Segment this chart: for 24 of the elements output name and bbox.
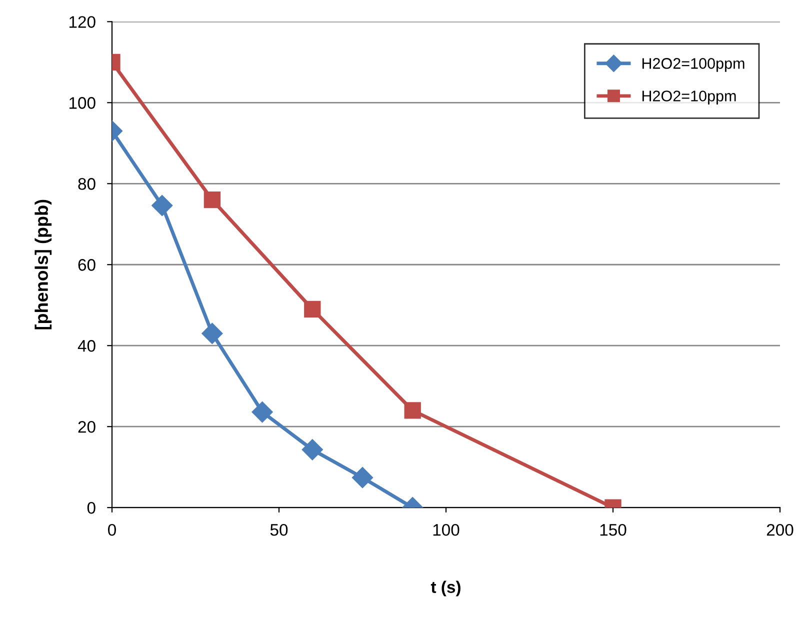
x-tick-label: 150 [600,524,626,536]
point [204,192,221,208]
point [404,402,421,419]
point [202,322,223,344]
legend-label: H2O2=100ppm [642,58,744,72]
y-tick-label: 20 [78,420,96,433]
point [152,194,173,216]
y-tick-label: 0 [87,502,96,514]
point [302,439,323,460]
legend-label: H2O2=10ppm [642,90,736,104]
point [304,300,321,318]
y-tick-label: 100 [69,97,96,109]
x-tick-label: 100 [433,524,460,536]
x-tick-label: 0 [108,524,116,536]
y-tick-label: 120 [69,16,96,28]
y-tick-label: 60 [78,259,96,271]
x-tick-label: 50 [270,524,288,536]
y-tick-label: 40 [78,340,96,352]
point [352,467,374,488]
y-axis-title: [phenols] (ppb) [34,200,52,330]
x-axis-title: t (s) [430,580,460,596]
x-tick-label: 200 [766,524,794,536]
y-tick-label: 80 [78,178,96,190]
point [252,402,273,423]
